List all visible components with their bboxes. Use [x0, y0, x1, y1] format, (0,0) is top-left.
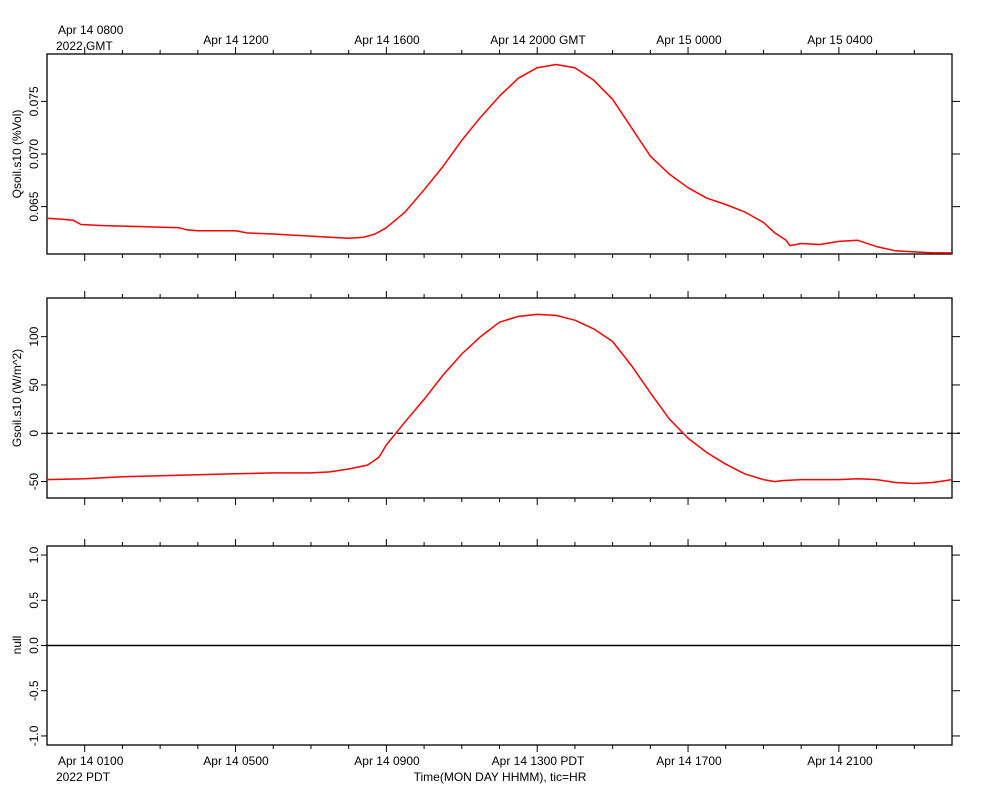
panel-gsoil-series-line — [46, 313, 953, 485]
panel-null-ytick-label: -1.0 — [27, 725, 41, 746]
bottom-axis-label: Apr 14 0500 — [203, 754, 269, 768]
bottom-axis-label: Apr 14 2100 — [807, 754, 873, 768]
panel-null-ytick-label: 1.0 — [27, 546, 41, 563]
panel-qsoil-series-line — [46, 63, 952, 254]
panel-qsoil-ylabel: Qsoil.s10 (%Vol) — [10, 110, 24, 199]
panel-gsoil: -50 0 50 100 — [27, 291, 960, 505]
top-axis-label: Apr 14 1600 — [354, 33, 420, 47]
top-axis-first-label: Apr 14 0800 — [58, 23, 124, 37]
panel-gsoil-ytick-label: -50 — [27, 473, 41, 491]
top-axis-label: Apr 14 2000 GMT — [490, 33, 586, 47]
top-axis-label: Apr 14 1200 — [203, 33, 269, 47]
panel-qsoil-ytick-label: 0.075 — [27, 86, 41, 116]
panel-null-ylabel: null — [10, 636, 24, 655]
panel-gsoil-ytick-label: 100 — [27, 326, 41, 346]
panel-gsoil-ytick-label: 0 — [27, 430, 41, 437]
top-axis-labels: Apr 14 0800 2022 GMT Apr 14 1200 Apr 14 … — [56, 23, 873, 53]
bottom-axis-label: Apr 14 1700 — [656, 754, 722, 768]
panel-null-ytick-label: -0.5 — [27, 680, 41, 701]
bottom-axis-label: Apr 14 0900 — [354, 754, 420, 768]
panel-null-ytick-label: 0.0 — [27, 637, 41, 654]
bottom-axis-label: Apr 14 1300 PDT — [492, 754, 585, 768]
panel-qsoil-ytick-label: 0.070 — [27, 139, 41, 169]
panel-gsoil-ytick-label: 50 — [27, 378, 41, 392]
panel-qsoil: 0.065 0.070 0.075 — [27, 47, 960, 261]
panel-gsoil-ylabel: Gsoil.s10 (W/m^2) — [10, 349, 24, 447]
bottom-axis-title: Time(MON DAY HHMM), tic=HR — [414, 770, 587, 784]
bottom-axis-first-label: Apr 14 0100 — [58, 754, 124, 768]
top-axis-label: Apr 15 0000 — [656, 33, 722, 47]
bottom-axis-labels: Apr 14 0100 2022 PDT Apr 14 0500 Apr 14 … — [56, 754, 873, 784]
top-axis-first-sublabel: 2022 GMT — [56, 39, 113, 53]
panel-qsoil-frame — [46, 53, 953, 255]
panel-null-ytick-label: 0.5 — [27, 592, 41, 609]
panel-qsoil-ytick-label: 0.065 — [27, 191, 41, 221]
bottom-axis-first-sublabel: 2022 PDT — [56, 770, 111, 784]
panel-gsoil-frame — [46, 297, 953, 499]
top-axis-label: Apr 15 0400 — [807, 33, 873, 47]
panel-null: -1.0 -0.5 0.0 0.5 1.0 — [27, 539, 960, 752]
